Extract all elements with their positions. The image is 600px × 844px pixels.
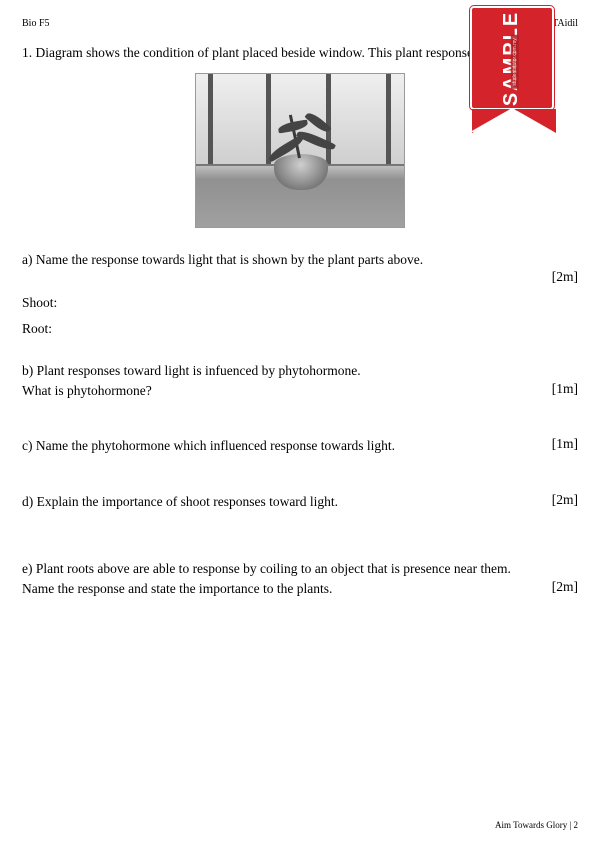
question-e-marks: [2m]: [552, 579, 578, 595]
header-right: TAidil: [552, 18, 578, 29]
sample-ribbon: SAMPLE studentstutor.com.my: [470, 6, 554, 134]
window-bar: [386, 74, 391, 164]
plant-diagram: [195, 73, 405, 228]
window-bar: [266, 74, 271, 164]
question-d: d) Explain the importance of shoot respo…: [22, 492, 578, 512]
question-b-marks: [1m]: [552, 381, 578, 397]
question-d-text: d) Explain the importance of shoot respo…: [22, 492, 540, 512]
plant-pot: [274, 154, 328, 190]
question-c: c) Name the phytohormone which influence…: [22, 436, 578, 456]
root-label: Root:: [22, 321, 578, 337]
question-d-marks: [2m]: [552, 492, 578, 508]
question-e: e) Plant roots above are able to respons…: [22, 559, 578, 598]
window-bar: [208, 74, 213, 164]
ribbon-body: SAMPLE studentstutor.com.my: [470, 6, 554, 110]
question-a: a) Name the response towards light that …: [22, 250, 578, 338]
question-c-text: c) Name the phytohormone which influence…: [22, 436, 540, 456]
question-b: b) Plant responses toward light is infue…: [22, 361, 578, 400]
question-b-line1: b) Plant responses toward light is infue…: [22, 361, 578, 381]
question-a-text: a) Name the response towards light that …: [22, 250, 578, 270]
question-e-line2: Name the response and state the importan…: [22, 579, 540, 599]
ribbon-notch: [470, 108, 554, 132]
page-footer: Aim Towards Glory | 2: [495, 820, 578, 830]
question-a-marks: [2m]: [22, 269, 578, 285]
question-b-line2: What is phytohormone?: [22, 381, 540, 401]
header-left: Bio F5: [22, 18, 50, 29]
question-c-marks: [1m]: [552, 436, 578, 452]
shoot-label: Shoot:: [22, 295, 578, 311]
window-bar: [326, 74, 331, 164]
ribbon-subtext: studentstutor.com.my: [511, 35, 519, 89]
question-e-line1: e) Plant roots above are able to respons…: [22, 559, 578, 579]
